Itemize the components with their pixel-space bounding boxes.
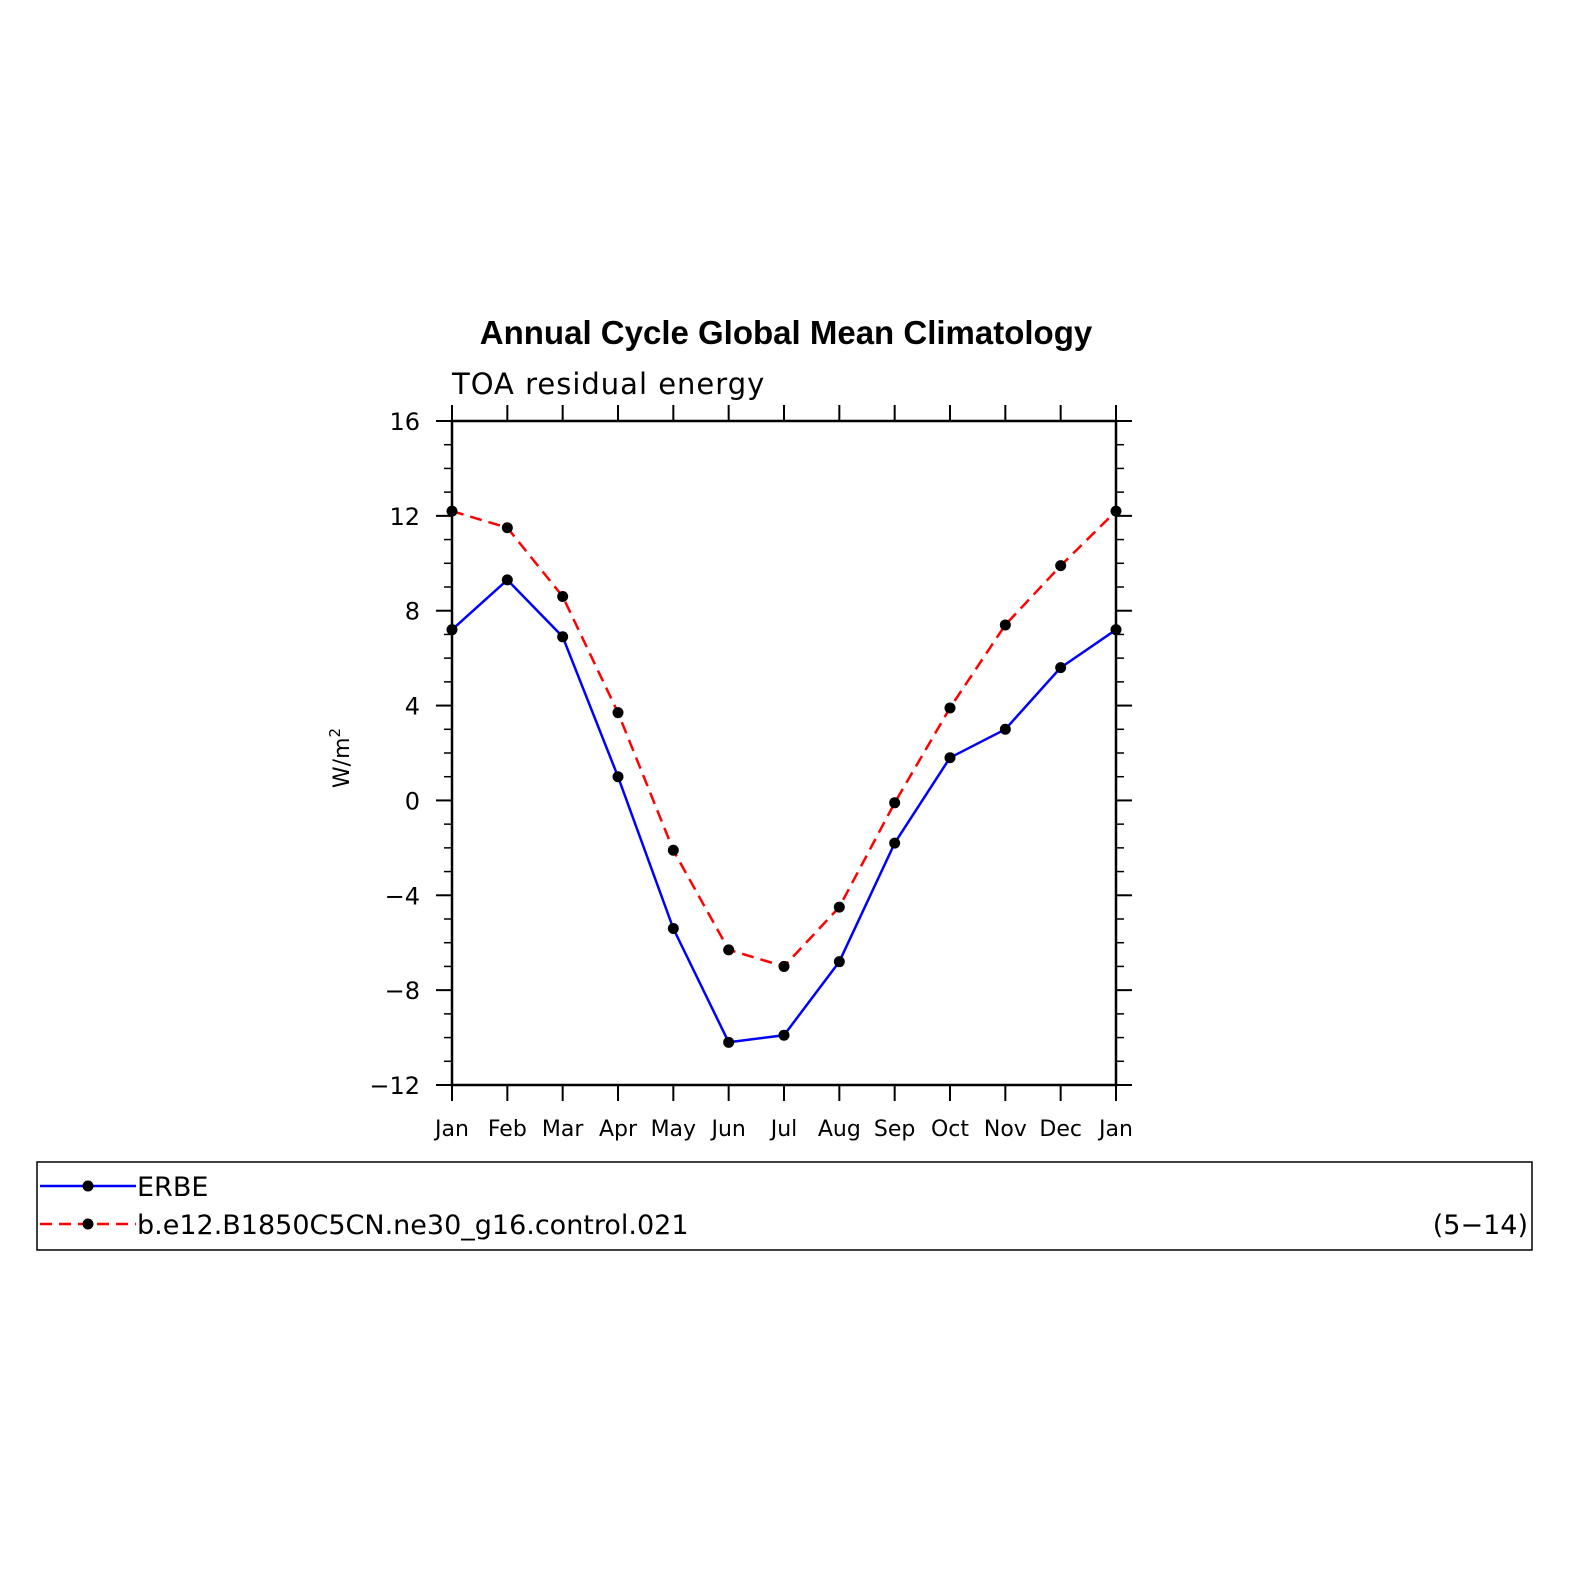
x-tick-label: Sep (874, 1117, 915, 1142)
data-point-s1-7 (833, 901, 845, 913)
data-point-s1-8 (889, 797, 901, 809)
y-tick-label: 0 (405, 787, 420, 815)
legend-entry-erbe: ERBE (40, 1172, 208, 1203)
y-axis-label-superscript: 2 (326, 728, 344, 738)
data-point-s0-7 (833, 956, 845, 968)
data-point-s0-6 (778, 1029, 790, 1041)
legend-entry-model: b.e12.B1850C5CN.ne30_g16.control.021 (40, 1210, 689, 1241)
series-layer (446, 505, 1122, 1048)
y-tick-label: 4 (405, 693, 420, 721)
data-point-s0-3 (612, 771, 624, 783)
x-tick-label: Feb (488, 1117, 527, 1142)
series-line-1 (451, 509, 1117, 968)
data-point-s1-11 (1055, 560, 1067, 572)
y-tick-label: 16 (389, 408, 420, 436)
svg-text:W/m2: W/m2 (326, 728, 355, 788)
series-line-0 (451, 578, 1117, 1044)
data-point-s0-9 (944, 752, 956, 764)
y-axis-label: W/m2 (326, 728, 355, 788)
x-tick-label: Nov (984, 1117, 1027, 1142)
data-point-s0-2 (557, 631, 569, 643)
data-point-s1-5 (723, 944, 735, 956)
data-point-s1-6 (778, 960, 790, 972)
x-tick-label: Jan (1097, 1117, 1133, 1142)
chart-subtitle: TOA residual energy (451, 367, 765, 401)
y-tick-label: 8 (405, 598, 420, 626)
legend-marker-erbe (82, 1180, 94, 1192)
x-tick-label: Jan (433, 1117, 469, 1142)
chart-title: Annual Cycle Global Mean Climatology (480, 314, 1093, 351)
x-tick-label: Apr (599, 1117, 638, 1142)
x-tick-label: Jun (709, 1117, 745, 1142)
plot-area (450, 419, 1118, 1087)
data-point-s1-0 (446, 505, 458, 517)
y-axis-label-main: W/m (330, 737, 355, 788)
y-tick-label: −8 (385, 977, 420, 1005)
legend-box (36, 1161, 1533, 1251)
x-tick-label: Dec (1039, 1117, 1082, 1142)
data-point-s1-10 (999, 619, 1011, 631)
data-point-s0-11 (1055, 662, 1067, 674)
data-point-s0-5 (723, 1036, 735, 1048)
data-point-s0-10 (999, 723, 1011, 735)
data-point-s1-3 (612, 707, 624, 719)
data-point-s0-12 (1110, 624, 1122, 636)
y-axis: −12 −8 −4 0 4 8 12 16 (369, 408, 1132, 1100)
y-tick-label: 12 (389, 503, 420, 531)
x-tick-label: Aug (818, 1117, 861, 1142)
plot-frame (450, 419, 1118, 1087)
x-tick-label: Oct (931, 1117, 969, 1142)
data-point-s0-4 (667, 922, 679, 934)
y-tick-label: −12 (369, 1072, 420, 1100)
legend: ERBE b.e12.B1850C5CN.ne30_g16.control.02… (36, 1161, 1533, 1251)
legend-label-model: b.e12.B1850C5CN.ne30_g16.control.021 (137, 1210, 689, 1241)
x-axis: Jan Feb Mar Apr May Jun Jul Aug Sep Oct Nov Dec Jan (433, 405, 1133, 1142)
data-point-s0-1 (501, 574, 513, 586)
y-tick-label: −4 (385, 882, 420, 910)
data-point-s1-9 (944, 702, 956, 714)
x-tick-label: Jul (769, 1117, 798, 1142)
data-point-s0-8 (889, 837, 901, 849)
data-point-s1-4 (667, 844, 679, 856)
legend-label-erbe: ERBE (137, 1172, 208, 1203)
legend-marker-model (82, 1218, 94, 1230)
corner-note: (5−14) (1433, 1210, 1528, 1241)
data-point-s0-0 (446, 624, 458, 636)
data-point-s1-2 (557, 590, 569, 602)
data-point-s1-1 (501, 522, 513, 534)
x-tick-label: Mar (542, 1117, 584, 1142)
data-point-s1-12 (1110, 505, 1122, 517)
x-tick-label: May (651, 1117, 696, 1142)
